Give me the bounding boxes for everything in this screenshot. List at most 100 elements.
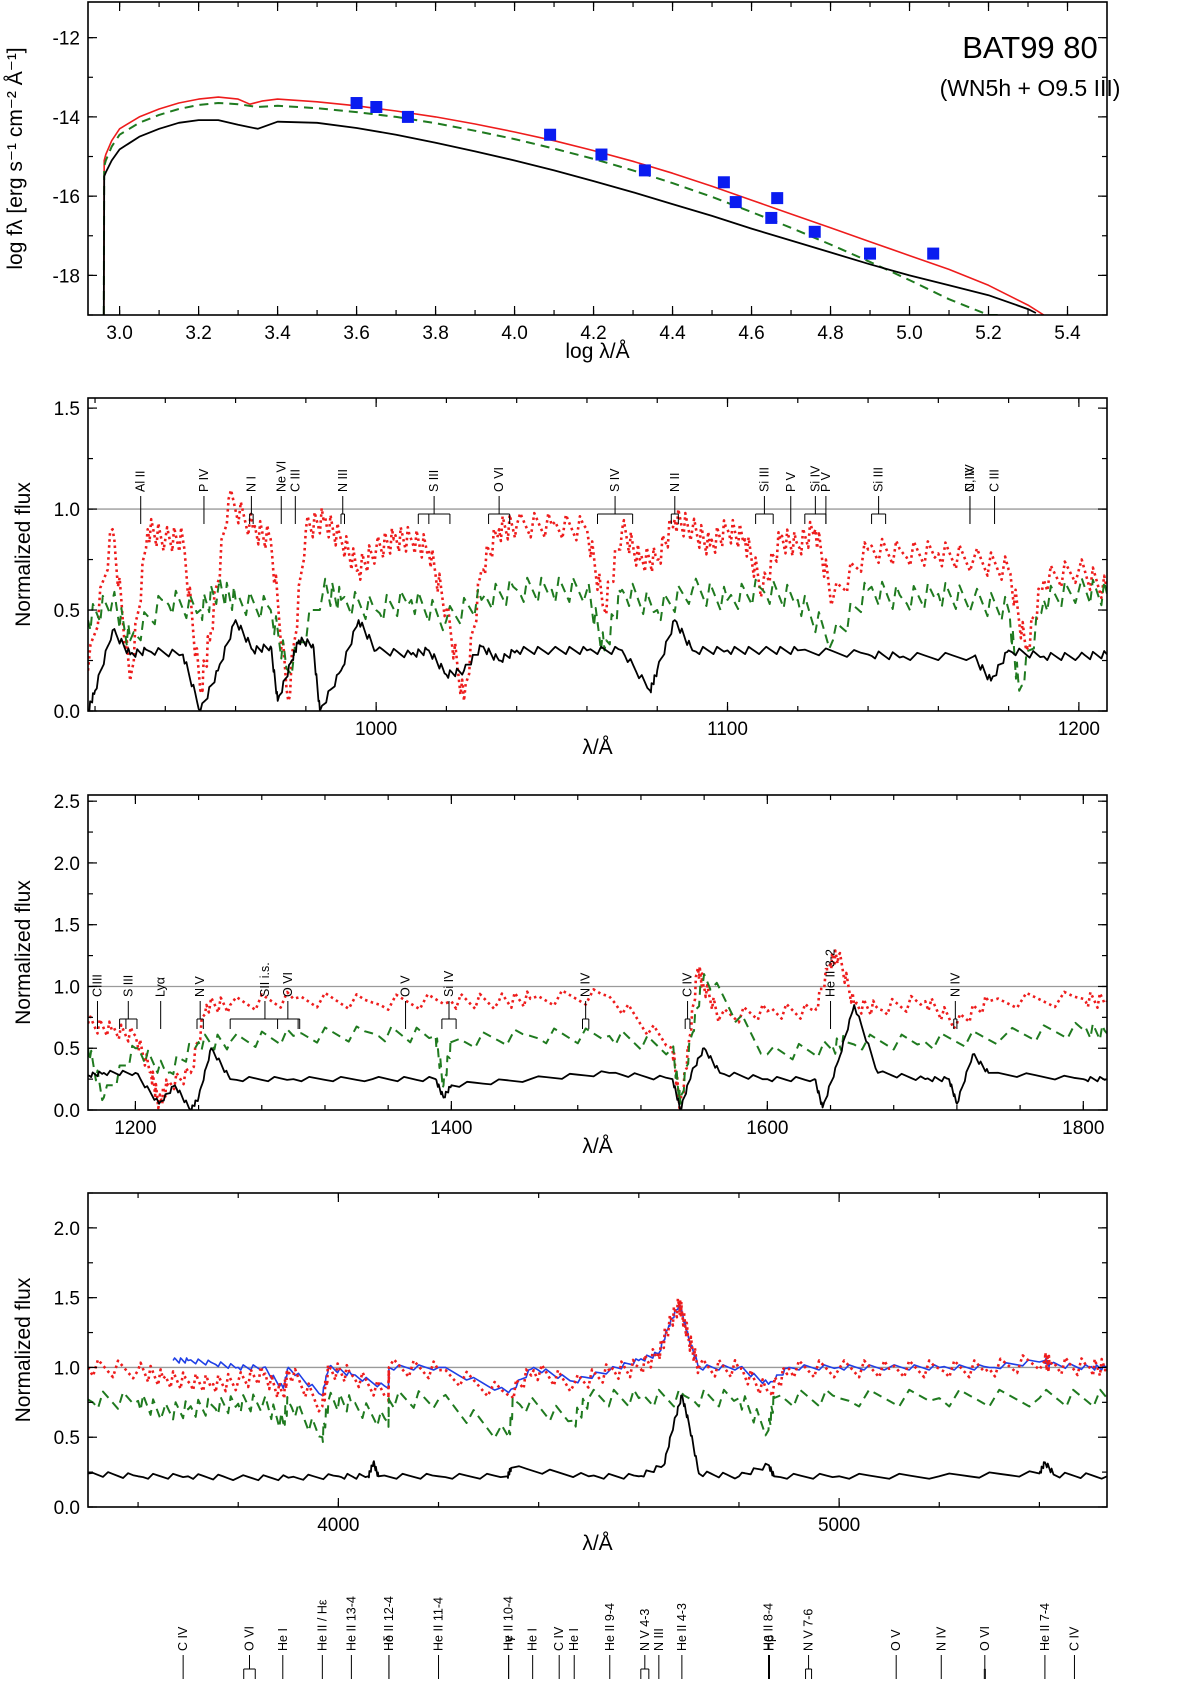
x-tick-label: 5.4 xyxy=(1054,323,1081,344)
series-wn5h-model xyxy=(88,1394,1107,1482)
photometry-point xyxy=(864,247,877,260)
uv-panel: 1200 1400 1600 1800 0.0 0.5 1.0 1.5 2.0 2.5 λ/Å Nor… xyxy=(12,792,1108,1158)
x-tick-label: 3.2 xyxy=(185,323,211,344)
x-tick-label: 1100 xyxy=(707,719,748,740)
line-id-label: N III xyxy=(336,469,350,492)
plot-frame xyxy=(87,1192,1108,1508)
y-tick-label: 0.0 xyxy=(54,1498,80,1519)
plot-area xyxy=(88,488,1107,711)
line-id-label: He II / Hε xyxy=(315,1599,329,1651)
x-tick-label: 1600 xyxy=(746,1118,788,1139)
series-wn5h-model xyxy=(102,119,1037,315)
line-id-label: C IV xyxy=(1067,1626,1081,1651)
photometry-point xyxy=(350,97,363,110)
line-id-label: C IV xyxy=(681,972,695,997)
plot-frame xyxy=(87,794,1108,1111)
line-id-label: N II xyxy=(668,473,682,492)
line-id-label: Al II xyxy=(134,470,148,492)
line-id-label: He I xyxy=(276,1628,290,1651)
line-id-label: He II 12-4 xyxy=(382,1596,396,1651)
x-tick-label: 3.4 xyxy=(264,323,291,344)
line-id-label: N IV xyxy=(948,972,962,997)
line-id-label: He II 11-4 xyxy=(432,1597,446,1651)
line-id-label: Si III xyxy=(757,467,771,492)
line-id-label: He II 4-3 xyxy=(675,1603,689,1651)
line-id-label: CIIII xyxy=(90,974,104,997)
line-id-label: O V xyxy=(889,1629,903,1651)
line-id-label: O V xyxy=(399,975,413,997)
line-id-label: Si IV xyxy=(808,465,822,492)
chart-title: BAT99 80 xyxy=(962,30,1098,65)
line-id-label: He II 7-4 xyxy=(1038,1603,1052,1651)
line-id-label: C, IV xyxy=(963,464,977,492)
line-id-label: Lyα xyxy=(154,977,168,997)
y-tick-label: 1.5 xyxy=(54,916,80,937)
sed-panel: BAT99 80 (WN5h + O9.5 III) 3.0 3.2 3.4 3.6 3… xyxy=(4,1,1121,363)
photometry-point xyxy=(729,196,742,209)
y-tick-label: 1.0 xyxy=(54,1358,80,1379)
photometry-point xyxy=(544,128,557,141)
series-wn5h-model xyxy=(88,1004,1107,1110)
x-tick-label: 4000 xyxy=(317,1515,359,1536)
y-tick-label: 0.5 xyxy=(54,1039,80,1060)
y-axis-label: Normalized flux xyxy=(12,1277,35,1422)
photometry-point xyxy=(370,100,383,113)
series-composite-model xyxy=(103,96,1045,315)
y-tick-label: 2.0 xyxy=(54,1219,80,1240)
line-id-label: P V xyxy=(819,471,833,492)
y-tick-label: 0.0 xyxy=(54,702,80,723)
y-axis-label: Normalized flux xyxy=(12,880,35,1025)
x-axis-label: log λ/Å xyxy=(565,340,629,363)
x-tick-label: 1200 xyxy=(114,1118,156,1139)
line-id-label: N V xyxy=(193,976,207,998)
line-id-label: S IV xyxy=(608,468,622,492)
x-tick-label: 5.2 xyxy=(975,323,1001,344)
photometry-point xyxy=(401,110,414,123)
y-tick-label: 0.0 xyxy=(54,1101,80,1122)
line-id-label: O VI xyxy=(242,1626,256,1651)
plot-area xyxy=(88,949,1107,1110)
line-id-label: Si III xyxy=(872,467,886,492)
line-id-label: C III xyxy=(988,469,1002,492)
line-id-label: N IV xyxy=(579,972,593,997)
y-tick-label: -18 xyxy=(53,266,80,287)
line-id-label: SII i.s. xyxy=(258,962,272,997)
line-id-label: S III xyxy=(121,975,135,997)
y-axis-label: log fλ [erg s⁻¹ cm⁻² Å⁻¹] xyxy=(4,47,27,269)
x-axis-label: λ/Å xyxy=(582,736,612,759)
line-id-label: S III xyxy=(427,470,441,492)
photometry-point xyxy=(927,247,940,260)
x-tick-label: 4.2 xyxy=(580,323,606,344)
line-id-label: Hβ xyxy=(763,1635,777,1651)
y-tick-label: 1.0 xyxy=(54,500,80,521)
line-id-label: N V 4-3 xyxy=(638,1609,652,1651)
line-id-label: He II 13-4 xyxy=(344,1596,358,1651)
x-tick-label: 1000 xyxy=(355,719,397,740)
y-axis-label: Normalized flux xyxy=(12,482,35,627)
line-id-label: N IV xyxy=(934,1626,948,1651)
line-id-label: P IV xyxy=(197,468,211,492)
x-tick-label: 3.8 xyxy=(422,323,448,344)
y-tick-label: 1.5 xyxy=(54,1289,80,1310)
line-id-label: Ne VI xyxy=(274,461,288,492)
line-id-label: N V 7-6 xyxy=(802,1609,816,1651)
line-id-label: Hγ xyxy=(502,1635,516,1651)
plot-area xyxy=(88,1297,1107,1482)
x-tick-label: 1800 xyxy=(1062,1118,1104,1139)
photometry-point xyxy=(808,225,821,238)
chart-subtitle: (WN5h + O9.5 III) xyxy=(940,75,1121,101)
x-axis-label: λ/Å xyxy=(582,1135,612,1158)
line-id-label: He II 9-4 xyxy=(603,1603,617,1651)
x-tick-label: 4.8 xyxy=(817,323,843,344)
x-tick-label: 5.0 xyxy=(896,323,922,344)
y-tick-label: 2.0 xyxy=(54,854,80,875)
photometry-point xyxy=(717,176,730,189)
line-id-label: O VI xyxy=(978,1626,992,1651)
plot-frame xyxy=(87,397,1108,712)
line-id-label: O VI xyxy=(492,467,506,492)
x-tick-label: 1400 xyxy=(430,1118,472,1139)
plot-frame xyxy=(87,1,1108,316)
line-id-label: He I xyxy=(567,1628,581,1651)
y-tick-label: -12 xyxy=(53,29,80,50)
